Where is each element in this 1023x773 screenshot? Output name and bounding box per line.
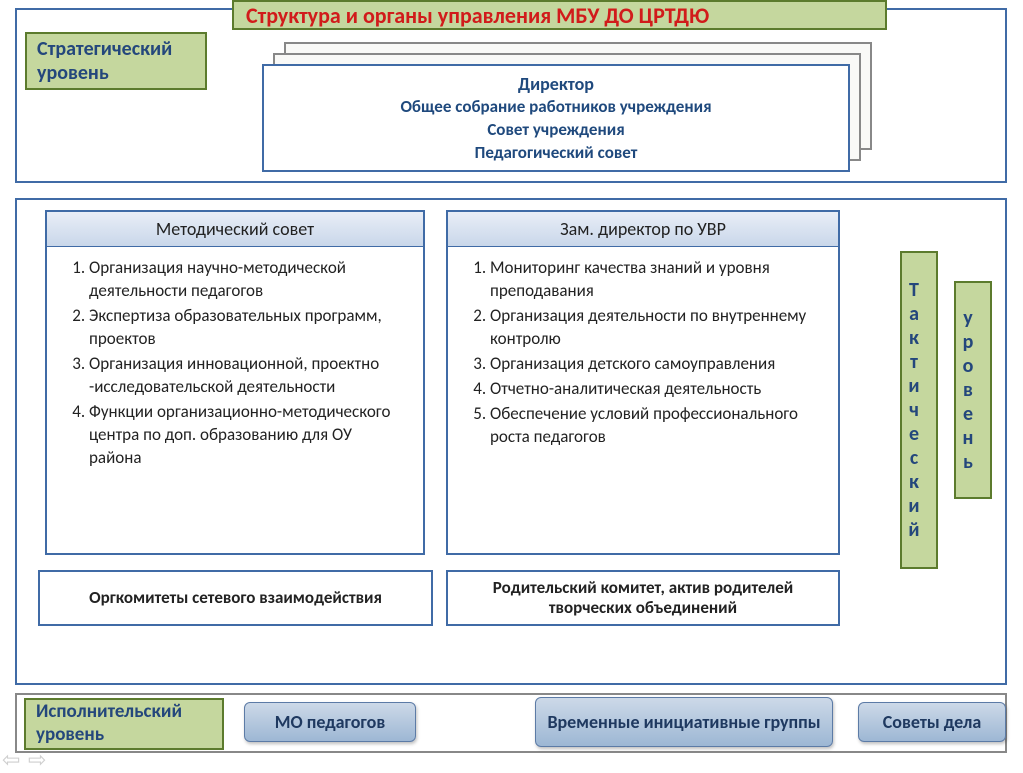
mo-pedagogov-button[interactable]: МО педагогов (244, 702, 416, 742)
list-item: Экспертиза образовательных программ, про… (89, 305, 405, 351)
method-council-header: Методический совет (47, 212, 423, 247)
council-affairs-button[interactable]: Советы дела (858, 702, 1006, 742)
exec-level-box: Исполнительский уровень (24, 698, 224, 750)
strategic-level-box: Стратегический уровень (25, 32, 207, 90)
list-item: Мониторинг качества знаний и уровня преп… (490, 257, 820, 303)
method-council-list: Организация научно-методической деятельн… (65, 257, 405, 469)
list-item: Обеспечение условий профессионального ро… (490, 403, 820, 449)
list-item: Организация деятельности по внутреннему … (490, 305, 820, 351)
deputy-list: Мониторинг качества знаний и уровня преп… (466, 257, 820, 449)
temp-groups-label: Временные инициативные группы (547, 712, 820, 733)
parent-committee-label: Родительский комитет, актив родителей тв… (458, 578, 828, 619)
prev-slide-icon[interactable]: ⇦ (2, 746, 20, 773)
next-slide-icon[interactable]: ⇨ (28, 746, 46, 773)
title-text: Структура и органы управления МБУ ДО ЦРТ… (246, 2, 709, 29)
list-item: Отчетно-аналитическая деятельность (490, 378, 820, 401)
parent-committee-box: Родительский комитет, актив родителей тв… (446, 570, 840, 626)
list-item: Организация научно-методической деятельн… (89, 257, 405, 303)
director-line1: Директор (272, 72, 840, 96)
strategic-level-label: Стратегический уровень (37, 37, 195, 85)
tactical-word2: уровень (956, 283, 980, 497)
org-committees-box: Оргкомитеты сетевого взаимодействия (38, 570, 433, 626)
title-box: Структура и органы управления МБУ ДО ЦРТ… (232, 0, 887, 30)
director-line4: Педагогический совет (272, 142, 840, 165)
method-council-body: Организация научно-методической деятельн… (47, 247, 423, 481)
tactical-word1: Тактический (902, 253, 926, 567)
council-affairs-label: Советы дела (883, 712, 981, 733)
list-item: Организация детского самоуправления (490, 353, 820, 376)
deputy-card: Зам. директор по УВР Мониторинг качества… (446, 210, 840, 555)
deputy-header: Зам. директор по УВР (448, 212, 838, 247)
list-item: Функции организационно-методического цен… (89, 401, 405, 470)
director-line2: Общее собрание работников учреждения (272, 96, 840, 119)
director-card: Директор Общее собрание работников учреж… (262, 64, 850, 172)
director-line3: Совет учреждения (272, 119, 840, 142)
list-item: Организация инновационной, проектно -исс… (89, 353, 405, 399)
tactical-box-1: Тактический (900, 251, 938, 569)
tactical-box-2: уровень (954, 281, 992, 499)
org-committees-label: Оргкомитеты сетевого взаимодействия (89, 588, 382, 608)
deputy-body: Мониторинг качества знаний и уровня преп… (448, 247, 838, 461)
method-council-card: Методический совет Организация научно-ме… (45, 210, 425, 555)
exec-level-label: Исполнительский уровень (36, 701, 212, 747)
mo-pedagogov-label: МО педагогов (275, 712, 385, 733)
temp-groups-button[interactable]: Временные инициативные группы (535, 697, 833, 747)
